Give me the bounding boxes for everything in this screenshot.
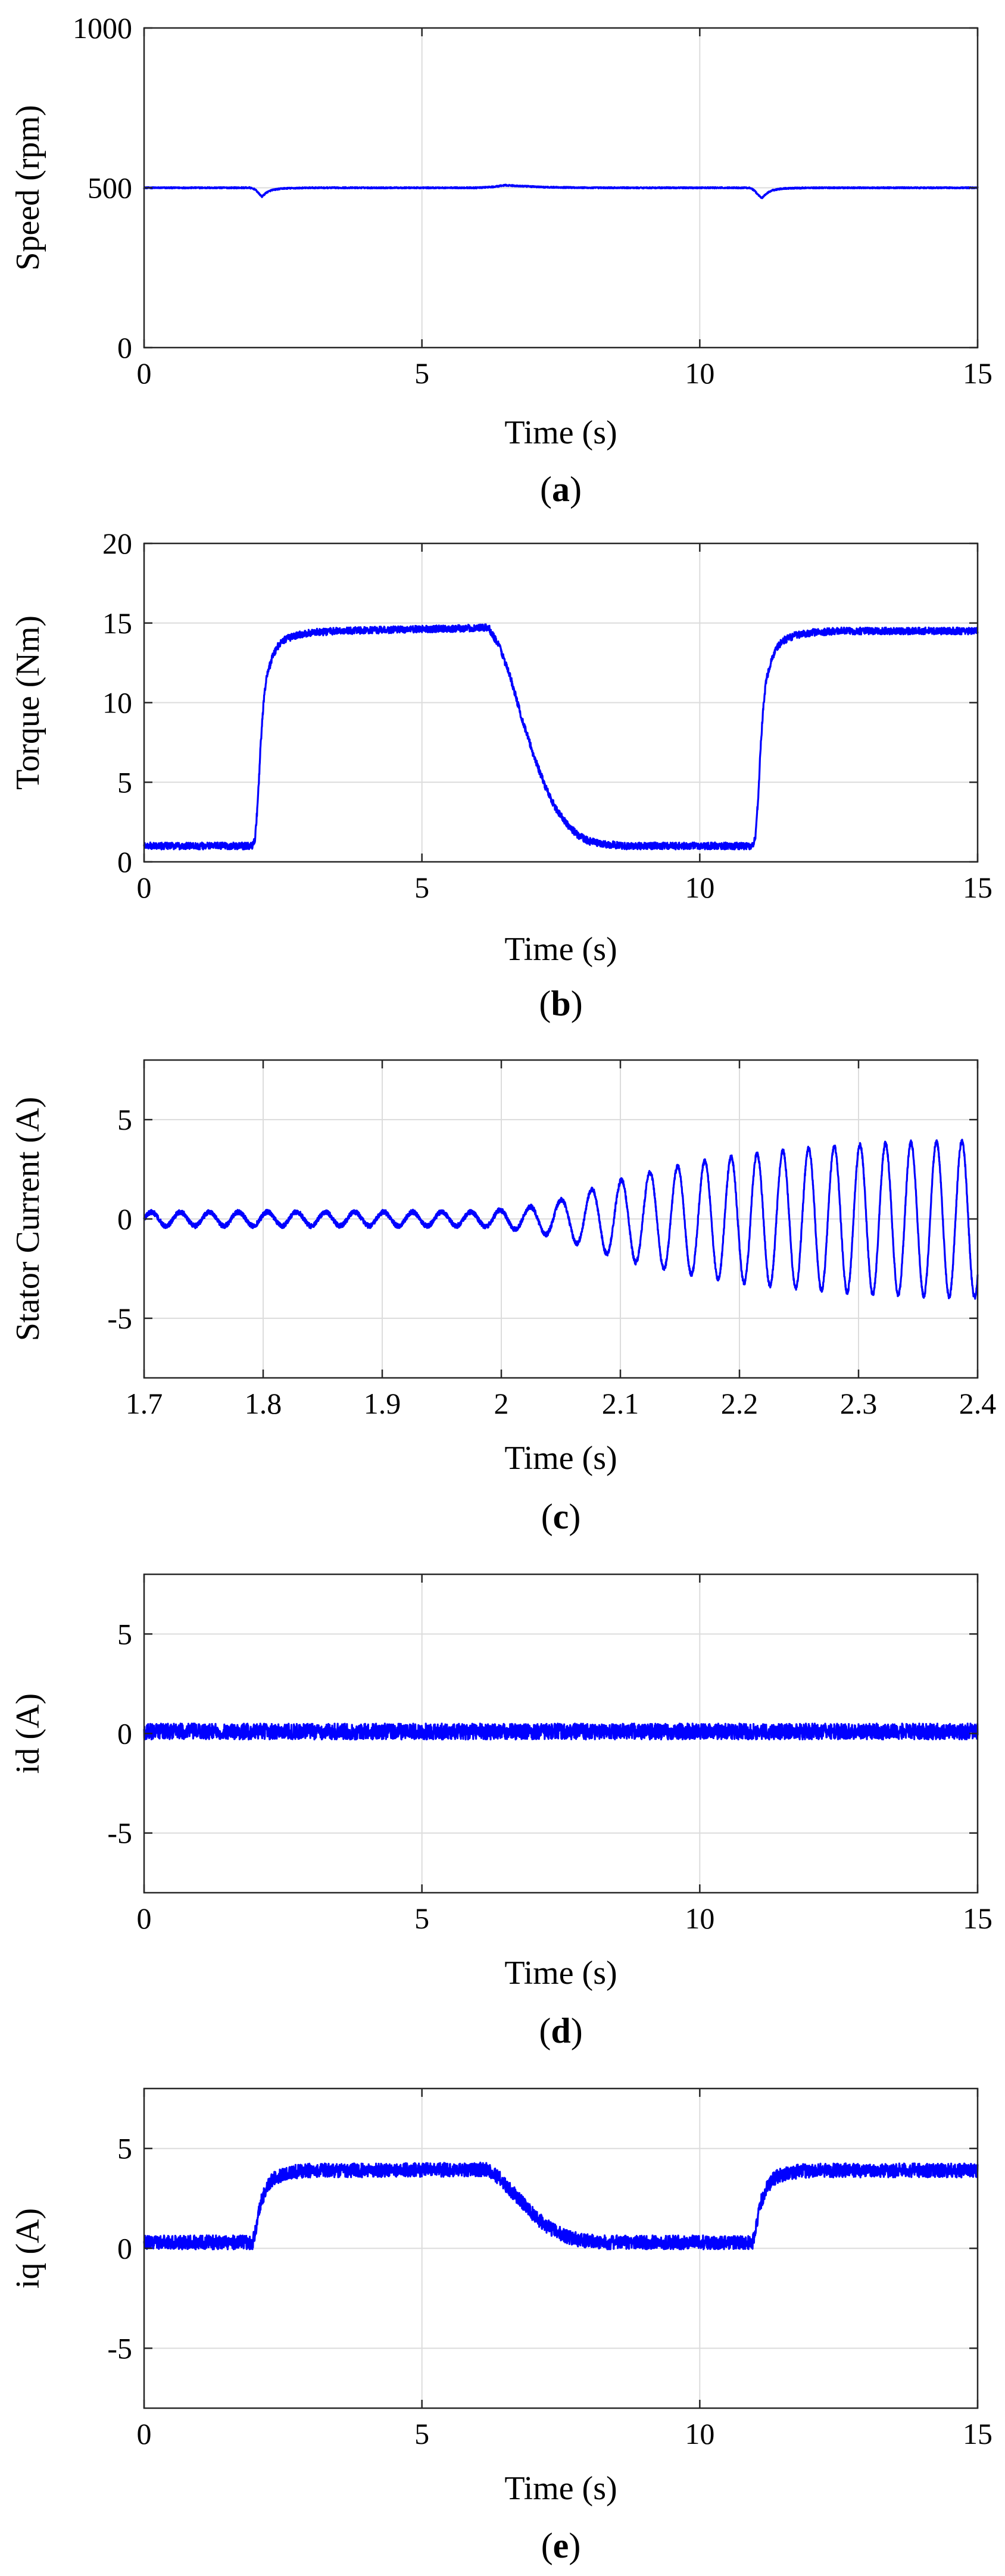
x-tick-label: 1.9 (364, 1387, 401, 1420)
y-tick-label: 1000 (73, 11, 132, 45)
caption-close-paren: ) (569, 1497, 580, 1536)
series-group (143, 183, 979, 199)
x-tick-label: 0 (137, 1902, 152, 1935)
x-tick-label: 2.2 (721, 1387, 759, 1420)
chart-d: 0 5 10 15 -5 0 5 Time (s) id (A) (d) (10, 1573, 992, 2050)
ticks: 0 5 10 15 -5 0 5 (107, 1574, 992, 1935)
x-tick-label: 1.8 (245, 1387, 282, 1420)
y-tick-label: -5 (107, 1302, 132, 1335)
caption-open-paren: ( (539, 984, 551, 1023)
x-tick-label: 2 (494, 1387, 509, 1420)
ticks: 1.7 1.8 1.9 2 2.1 2.2 2.3 2.4 -5 0 5 (107, 1060, 996, 1420)
x-tick-label: 10 (685, 1902, 714, 1935)
y-tick-label: 0 (117, 1202, 132, 1236)
caption-letter: c (553, 1497, 569, 1536)
caption-close-paren: ) (571, 984, 583, 1023)
y-tick-label: 0 (117, 331, 132, 364)
caption-close-paren: ) (569, 2526, 580, 2565)
x-axis-label: Time (s) (504, 2470, 617, 2507)
x-tick-label: 5 (414, 2417, 429, 2450)
y-axis-label: id (A) (10, 1693, 46, 1774)
x-tick-label: 1.7 (126, 1387, 163, 1420)
x-axis-label: Time (s) (504, 1955, 617, 1992)
x-tick-label: 10 (685, 871, 714, 904)
y-axis-label: Speed (rpm) (10, 105, 46, 270)
y-tick-label: -5 (107, 2331, 132, 2365)
caption-open-paren: ( (541, 1497, 553, 1536)
x-tick-label: 5 (414, 1902, 429, 1935)
series-group (143, 623, 979, 851)
x-tick-label: 15 (963, 2417, 992, 2450)
y-axis-label: Stator Current (A) (10, 1097, 46, 1342)
y-tick-label: 5 (117, 2132, 132, 2165)
ticks: 0 5 10 15 -5 0 5 (107, 2089, 992, 2450)
y-tick-label: 0 (117, 2232, 132, 2265)
series-line-e-0 (143, 2161, 979, 2250)
y-tick-label: 0 (117, 1717, 132, 1750)
x-tick-label: 0 (137, 357, 152, 390)
x-tick-label: 0 (137, 2417, 152, 2450)
y-axis-label: iq (A) (10, 2208, 46, 2289)
y-tick-label: 20 (102, 527, 132, 560)
series-line-b-0 (143, 623, 979, 851)
y-tick-label: 5 (117, 765, 132, 799)
x-axis-label: Time (s) (504, 931, 617, 968)
caption-open-paren: ( (541, 2526, 553, 2565)
x-tick-label: 15 (963, 1902, 992, 1935)
caption-letter: b (551, 984, 570, 1023)
series-line-d-0 (143, 1722, 979, 1741)
panel-caption: (d) (539, 2011, 582, 2050)
caption-letter: e (553, 2526, 569, 2565)
y-tick-label: 10 (102, 686, 132, 720)
series-line-c-0 (143, 1139, 979, 1300)
caption-close-paren: ) (571, 2011, 583, 2050)
x-tick-label: 5 (414, 871, 429, 904)
panel-caption: (a) (540, 470, 582, 509)
series-line-a-0 (143, 183, 979, 199)
chart-c: 1.7 1.8 1.9 2 2.1 2.2 2.3 2.4 -5 0 5 Time (s) Stator… (10, 1059, 996, 1536)
x-axis-label: Time (s) (504, 414, 617, 451)
x-tick-label: 2.4 (959, 1387, 997, 1420)
ticks: 0 5 10 15 0 500 1000 (73, 11, 992, 390)
y-tick-label: 0 (117, 845, 132, 879)
caption-letter: d (551, 2011, 570, 2050)
y-tick-label: 500 (88, 171, 132, 205)
y-tick-label: 5 (117, 1103, 132, 1136)
x-tick-label: 2.3 (840, 1387, 878, 1420)
panel-caption: (b) (539, 984, 582, 1023)
x-tick-label: 10 (685, 357, 714, 390)
x-tick-label: 15 (963, 357, 992, 390)
x-tick-label: 5 (414, 357, 429, 390)
x-tick-label: 10 (685, 2417, 714, 2450)
caption-open-paren: ( (539, 2011, 551, 2050)
chart-b: 0 5 10 15 0 5 10 15 20 Time (s) Torque (Nm) (b) (10, 527, 992, 1023)
y-axis-label: Torque (Nm) (10, 615, 46, 790)
series-group (143, 2161, 979, 2250)
caption-close-paren: ) (570, 470, 582, 509)
ticks: 0 5 10 15 0 5 10 15 20 (102, 527, 992, 904)
x-tick-label: 0 (137, 871, 152, 904)
caption-open-paren: ( (540, 470, 552, 509)
x-axis-label: Time (s) (504, 1440, 617, 1477)
chart-e: 0 5 10 15 -5 0 5 Time (s) iq (A) (e) (10, 2087, 992, 2565)
panel-caption: (c) (541, 1497, 581, 1536)
x-tick-label: 2.1 (602, 1387, 639, 1420)
chart-a: 0 5 10 15 0 500 1000 Time (s) Speed (rpm) (a) (10, 11, 992, 509)
x-tick-label: 15 (963, 871, 992, 904)
y-tick-label: 5 (117, 1617, 132, 1650)
y-tick-label: 15 (102, 607, 132, 640)
series-group (143, 1139, 979, 1300)
caption-letter: a (552, 470, 570, 509)
panel-caption: (e) (541, 2526, 581, 2565)
series-group (143, 1722, 979, 1741)
y-tick-label: -5 (107, 1817, 132, 1850)
